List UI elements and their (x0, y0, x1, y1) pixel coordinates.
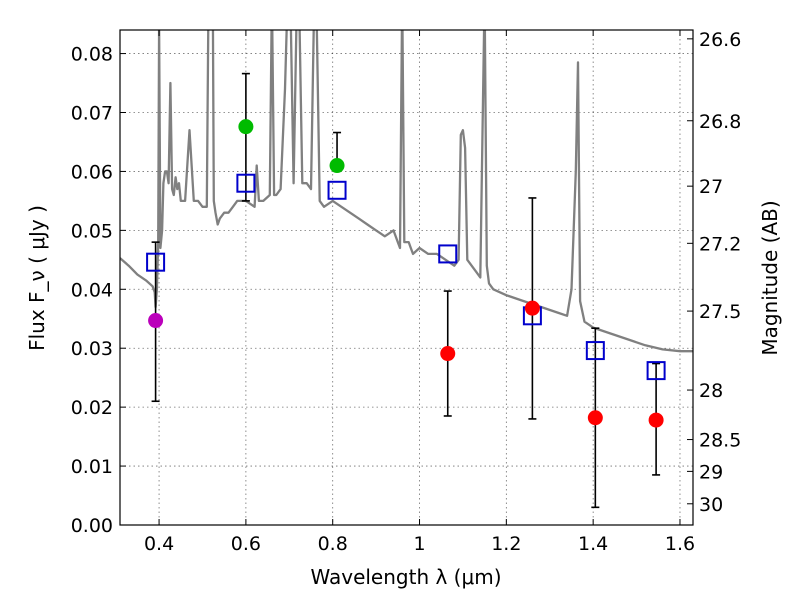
observed-point-magenta (148, 313, 164, 329)
model-photometry-square (585, 341, 605, 361)
right-tick-label: 27.2 (699, 233, 741, 255)
y-tick-label: 0.01 (71, 456, 113, 478)
model-photometry-square (146, 252, 166, 272)
right-tick-label: 29 (699, 461, 723, 483)
right-tick-label: 27 (699, 176, 723, 198)
y-tick-label: 0.05 (71, 220, 113, 242)
x-tick-label: 1.2 (491, 533, 521, 555)
x-tick-label: 1.6 (665, 533, 695, 555)
observed-point-green (238, 119, 254, 135)
observed-point-green (329, 158, 345, 174)
plot-area (120, 30, 693, 509)
model-photometry-square (327, 180, 347, 200)
right-tick-label: 30 (699, 494, 723, 516)
observed-point-red (524, 300, 540, 316)
y-tick-label: 0.03 (71, 338, 113, 360)
y-tick-label: 0.02 (71, 397, 113, 419)
observed-point-red (440, 346, 456, 362)
x-tick-label: 1.4 (578, 533, 608, 555)
right-axis-label: Magnitude (AB) (758, 200, 782, 355)
model-photometry-square (646, 361, 666, 381)
right-tick-label: 28 (699, 380, 723, 402)
x-axis-label: Wavelength λ (μm) (310, 565, 501, 589)
y-tick-label: 0.07 (71, 103, 113, 125)
right-tick-label: 27.5 (699, 301, 741, 323)
model-photometry-square (438, 244, 458, 264)
right-tick-label: 28.5 (699, 430, 741, 452)
model-spectrum-line (120, 30, 693, 353)
x-tick-label: 1 (413, 533, 425, 555)
observed-point-red (648, 412, 664, 428)
right-tick-label: 26.6 (699, 29, 741, 51)
right-tick-label: 26.8 (699, 111, 741, 133)
x-tick-label: 0.8 (318, 533, 348, 555)
observed-point-red (587, 410, 603, 426)
y-axis-label: Flux F_ν ( μJy ) (25, 205, 49, 351)
axis-ticks: 0.4 0.6 0.8 1 1.2 1.4 1.6 0.00 0.01 0.02 0.03 0.04 0… (71, 29, 742, 555)
y-tick-label: 0.06 (71, 161, 113, 183)
plot-frame (119, 29, 694, 526)
x-tick-label: 0.4 (144, 533, 174, 555)
model-photometry-square (236, 173, 256, 193)
grid-lines (120, 30, 693, 526)
y-tick-label: 0.00 (71, 515, 113, 537)
y-tick-label: 0.08 (71, 44, 113, 66)
y-tick-label: 0.04 (71, 279, 113, 301)
x-tick-label: 0.6 (231, 533, 261, 555)
